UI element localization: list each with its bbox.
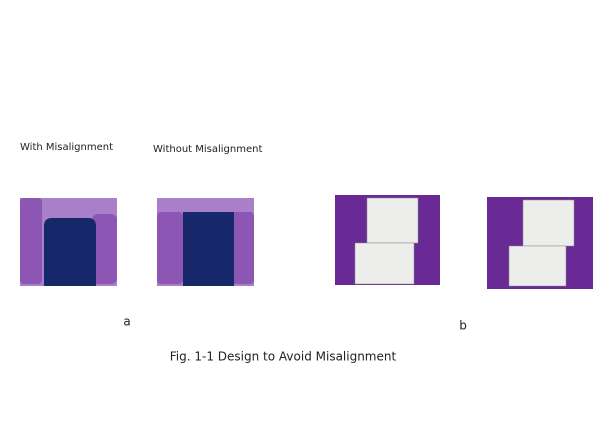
block-b2 [487, 197, 593, 289]
core [44, 218, 96, 286]
caption: Fig. 1-1 Design to Avoid Misalignment [170, 350, 397, 364]
side-right [92, 214, 117, 284]
side-right [232, 212, 254, 284]
pad-aligned [157, 198, 254, 286]
panel-letter: b [459, 319, 467, 333]
lower-block [354, 242, 415, 285]
side-left [20, 198, 42, 284]
block-b1 [335, 195, 440, 285]
upper-block [522, 199, 575, 247]
upper-block [366, 197, 419, 244]
label: With Misalignment [20, 142, 113, 153]
side-left [157, 212, 183, 284]
panel-letter: a [123, 315, 130, 329]
label: Without Misalignment [153, 144, 262, 155]
pad-misaligned [20, 198, 117, 286]
lower-block [508, 245, 567, 287]
core [183, 212, 234, 286]
